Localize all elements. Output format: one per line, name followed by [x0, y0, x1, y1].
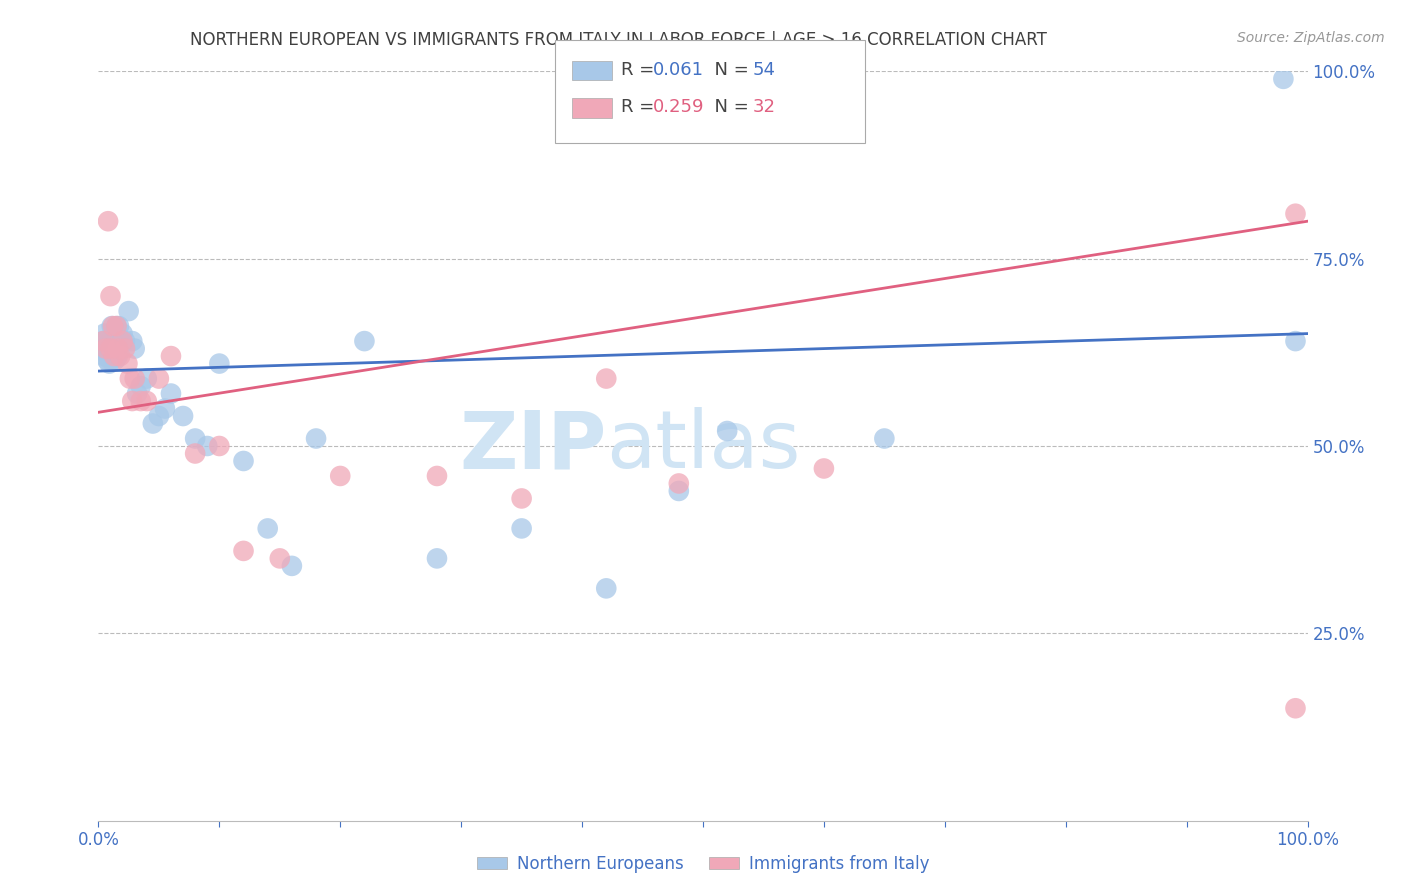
- Point: [256, 521, 278, 535]
- Text: R =: R =: [621, 98, 661, 116]
- Point: [117, 357, 139, 371]
- Point: [100, 342, 122, 356]
- Point: [208, 357, 231, 371]
- Point: [124, 371, 146, 385]
- Point: [329, 469, 352, 483]
- Point: [98, 357, 121, 371]
- Point: [98, 345, 121, 359]
- Point: [108, 349, 131, 363]
- Point: [595, 582, 617, 596]
- Point: [305, 432, 328, 446]
- Point: [97, 342, 120, 356]
- Point: [101, 349, 124, 363]
- Point: [184, 432, 207, 446]
- Point: [100, 289, 122, 303]
- Text: 32: 32: [752, 98, 775, 116]
- Point: [232, 454, 254, 468]
- Point: [118, 371, 141, 385]
- Point: [160, 386, 183, 401]
- Point: [121, 394, 143, 409]
- Point: [105, 334, 128, 348]
- Point: [1284, 207, 1306, 221]
- Point: [813, 461, 835, 475]
- Point: [353, 334, 375, 348]
- Text: atlas: atlas: [606, 407, 800, 485]
- Point: [269, 551, 291, 566]
- Point: [105, 319, 128, 334]
- Point: [1272, 71, 1295, 86]
- Point: [105, 319, 128, 334]
- Point: [111, 326, 134, 341]
- Point: [873, 432, 896, 446]
- Point: [94, 342, 117, 356]
- Point: [100, 345, 122, 359]
- Point: [232, 544, 254, 558]
- Point: [129, 379, 152, 393]
- Point: [103, 345, 125, 359]
- Point: [148, 409, 170, 423]
- Point: [281, 558, 304, 573]
- Legend: Northern Europeans, Immigrants from Italy: Northern Europeans, Immigrants from Ital…: [470, 848, 936, 880]
- Point: [114, 334, 136, 348]
- Point: [195, 439, 218, 453]
- Point: [426, 551, 449, 566]
- Point: [91, 342, 114, 356]
- Point: [100, 334, 122, 348]
- Point: [1284, 701, 1306, 715]
- Point: [100, 319, 122, 334]
- Point: [129, 394, 152, 409]
- Point: [142, 417, 165, 431]
- Point: [91, 334, 114, 348]
- Text: R =: R =: [621, 61, 661, 78]
- Point: [111, 334, 134, 348]
- Point: [91, 334, 114, 348]
- Point: [93, 349, 115, 363]
- Text: NORTHERN EUROPEAN VS IMMIGRANTS FROM ITALY IN LABOR FORCE | AGE > 16 CORRELATION: NORTHERN EUROPEAN VS IMMIGRANTS FROM ITA…: [190, 31, 1047, 49]
- Point: [97, 214, 120, 228]
- Point: [172, 409, 194, 423]
- Point: [184, 446, 207, 460]
- Point: [668, 483, 690, 498]
- Text: N =: N =: [703, 98, 755, 116]
- Point: [107, 349, 129, 363]
- Text: ZIP: ZIP: [458, 407, 606, 485]
- Point: [135, 371, 157, 385]
- Point: [153, 401, 176, 416]
- Point: [160, 349, 183, 363]
- Point: [104, 352, 127, 367]
- Point: [121, 334, 143, 348]
- Point: [208, 439, 231, 453]
- Text: 54: 54: [752, 61, 775, 78]
- Point: [96, 334, 118, 348]
- Text: 0.259: 0.259: [652, 98, 704, 116]
- Text: Source: ZipAtlas.com: Source: ZipAtlas.com: [1237, 31, 1385, 45]
- Point: [107, 342, 129, 356]
- Point: [97, 349, 120, 363]
- Point: [103, 334, 125, 348]
- Point: [101, 342, 124, 356]
- Point: [93, 326, 115, 341]
- Text: N =: N =: [703, 61, 755, 78]
- Point: [1284, 334, 1306, 348]
- Point: [668, 476, 690, 491]
- Point: [148, 371, 170, 385]
- Text: 0.061: 0.061: [652, 61, 703, 78]
- Point: [124, 342, 146, 356]
- Point: [108, 334, 131, 348]
- Point: [510, 521, 533, 535]
- Point: [135, 394, 157, 409]
- Point: [118, 304, 141, 318]
- Point: [426, 469, 449, 483]
- Point: [101, 319, 124, 334]
- Point: [103, 349, 125, 363]
- Point: [716, 424, 738, 438]
- Point: [114, 342, 136, 356]
- Point: [127, 386, 149, 401]
- Point: [94, 342, 117, 356]
- Point: [100, 352, 122, 367]
- Point: [510, 491, 533, 506]
- Point: [96, 352, 118, 367]
- Point: [595, 371, 617, 385]
- Point: [108, 319, 131, 334]
